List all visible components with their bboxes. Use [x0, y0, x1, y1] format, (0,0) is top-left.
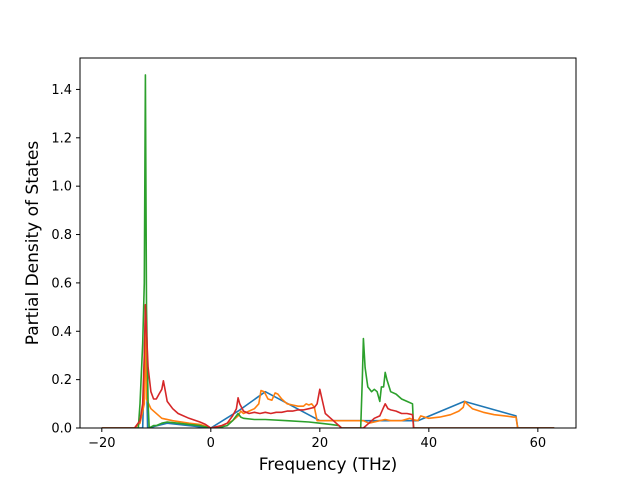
x-tick-label: 60 [530, 436, 547, 451]
y-tick-label: 0.8 [51, 228, 72, 243]
y-axis: 0.0 0.2 0.4 0.6 0.8 1.0 1.2 1.4 [51, 83, 80, 437]
x-tick-label: 20 [312, 436, 329, 451]
series-layer [101, 74, 555, 428]
y-tick-label: 1.2 [51, 131, 72, 146]
x-tick-label: −20 [88, 436, 115, 451]
plot-frame [79, 57, 577, 429]
x-axis: −20 0 20 40 60 [88, 428, 546, 451]
y-tick-label: 0.0 [51, 422, 72, 437]
y-tick-label: 0.4 [51, 325, 72, 340]
x-axis-title: Frequency (THz) [259, 455, 398, 475]
y-tick-label: 1.0 [51, 180, 72, 195]
y-tick-label: 1.4 [51, 83, 72, 98]
series-line-3 [101, 74, 555, 428]
y-axis-title: Partial Density of States [23, 141, 43, 346]
x-tick-label: 0 [207, 436, 215, 451]
y-tick-label: 0.2 [51, 373, 72, 388]
y-tick-label: 0.6 [51, 276, 72, 291]
series-line-4 [101, 303, 555, 428]
x-tick-label: 40 [421, 436, 438, 451]
